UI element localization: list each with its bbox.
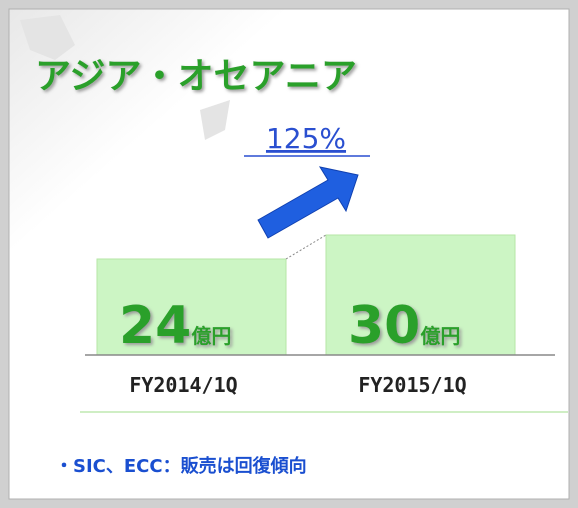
x-tick-label: FY2015/1Q — [358, 373, 466, 397]
note: ・SIC、ECC：販売は回復傾向 — [55, 455, 307, 477]
chart-title: アジア・オセアニア — [35, 56, 357, 97]
data-label-value: 30 — [348, 296, 420, 356]
growth-arrow — [257, 166, 359, 239]
bar — [96, 258, 287, 356]
data-label-unit: 億円 — [191, 324, 231, 348]
data-label: 30億円 — [348, 296, 460, 356]
data-label-unit: 億円 — [420, 324, 460, 348]
growth-annotation: 125% — [266, 122, 346, 155]
x-tick-label: FY2014/1Q — [129, 373, 237, 397]
data-label: 24億円 — [119, 296, 231, 356]
data-label-value: 24 — [119, 296, 191, 356]
map-decoration — [20, 15, 230, 140]
